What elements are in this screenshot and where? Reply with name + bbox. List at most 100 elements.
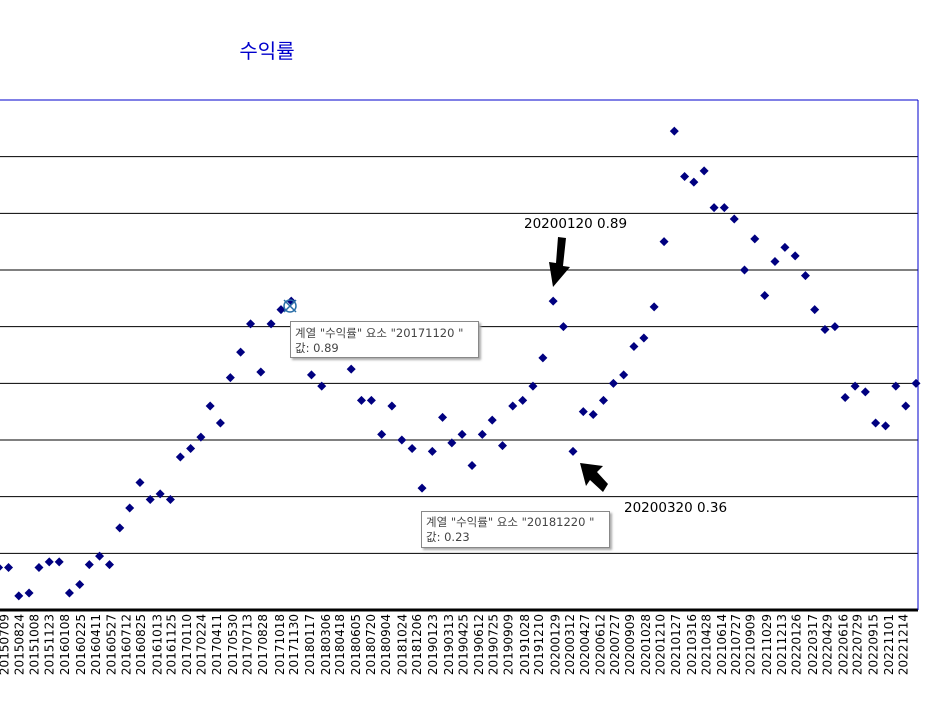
x-tick-label: 20210428 — [699, 614, 713, 675]
point — [346, 364, 356, 374]
x-tick-label: 20200909 — [623, 614, 637, 675]
point — [34, 563, 44, 572]
x-tick-label: 20210727 — [729, 614, 743, 675]
point — [659, 237, 669, 247]
point — [871, 418, 881, 428]
x-tick-label: 20200612 — [593, 614, 607, 675]
x-tick-label: 20220429 — [820, 614, 834, 675]
tooltip-line: 계열 "수익률" 요소 "20171120 " — [295, 326, 463, 340]
point — [276, 305, 286, 315]
x-tick-label: 20170224 — [195, 614, 209, 675]
point — [196, 432, 206, 442]
point — [165, 495, 175, 504]
x-tick-label: 20200427 — [578, 614, 592, 675]
point — [256, 367, 266, 377]
point — [95, 551, 105, 561]
x-tick-label: 20171130 — [287, 614, 301, 675]
x-tick-label: 20220317 — [806, 614, 820, 675]
x-tick-label: 20181024 — [396, 614, 410, 675]
x-tick-label: 20201210 — [653, 614, 667, 675]
point — [528, 381, 538, 391]
point — [669, 126, 679, 136]
point — [588, 410, 598, 419]
point — [800, 271, 810, 281]
x-tick-label: 20170411 — [210, 614, 224, 675]
x-tick-label: 20220915 — [866, 614, 880, 675]
point — [84, 560, 94, 570]
point — [236, 347, 246, 357]
point — [911, 378, 921, 388]
tooltip-line: 계열 "수익률" 요소 "20181220 " — [426, 515, 594, 529]
point — [558, 322, 568, 332]
point — [538, 353, 548, 363]
point — [629, 342, 639, 351]
point — [608, 378, 618, 388]
chart-title: 수익률 — [239, 39, 294, 63]
tooltip: 계열 "수익률" 요소 "20171120 " 값: 0.89 — [290, 321, 479, 358]
point — [619, 370, 629, 380]
x-tick-label: 20220616 — [836, 614, 850, 675]
x-tick-label: 20180605 — [349, 614, 363, 675]
point — [115, 523, 125, 533]
x-tick-label: 20161013 — [150, 614, 164, 675]
x-tick-label: 20180904 — [379, 614, 393, 675]
point — [790, 251, 800, 261]
point — [24, 588, 34, 598]
point — [639, 333, 649, 343]
x-tick-label: 20190123 — [426, 614, 440, 675]
annotation: 20200320 0.36 — [624, 500, 727, 516]
x-tick-label: 20220729 — [851, 614, 865, 675]
x-tick-label: 20181206 — [410, 614, 424, 675]
arrow — [580, 463, 608, 492]
point — [438, 412, 448, 422]
point — [387, 401, 397, 411]
point — [205, 401, 215, 411]
point — [64, 588, 74, 598]
x-tick-label: 20190313 — [442, 614, 456, 675]
point — [215, 418, 225, 428]
point — [881, 421, 891, 431]
point — [689, 177, 699, 187]
x-tick-label: 20180306 — [319, 614, 333, 675]
point — [830, 322, 840, 332]
point — [356, 395, 366, 405]
x-tick-label: 20150824 — [13, 614, 27, 675]
x-tick-label: 20170110 — [180, 614, 194, 675]
point — [487, 415, 497, 425]
annotation: 20200120 0.89 — [524, 216, 627, 232]
point — [891, 381, 901, 391]
point — [266, 319, 276, 329]
point — [417, 483, 427, 493]
x-tick-label: 20210127 — [669, 614, 683, 675]
point — [750, 234, 760, 244]
point — [366, 395, 376, 405]
point — [709, 203, 719, 213]
point — [105, 560, 115, 570]
point — [740, 265, 750, 275]
x-tick-label: 20170713 — [241, 614, 255, 675]
point — [125, 503, 135, 513]
point — [578, 407, 588, 417]
point — [75, 580, 85, 589]
point — [14, 591, 24, 601]
x-tick-label: 20210316 — [685, 614, 699, 675]
point — [729, 214, 739, 224]
x-tick-label: 20200727 — [608, 614, 622, 675]
x-tick-label: 20211029 — [760, 614, 774, 675]
tooltip-line: 값: 0.23 — [426, 530, 470, 544]
point — [649, 302, 659, 312]
point — [186, 444, 196, 453]
point — [719, 203, 729, 213]
point — [145, 495, 155, 504]
point — [780, 242, 790, 252]
x-tick-label: 20211213 — [775, 614, 789, 675]
x-tick-label: 20160225 — [74, 614, 88, 675]
point — [680, 172, 690, 181]
point — [457, 429, 467, 439]
point — [840, 393, 850, 402]
x-tick-label: 20221214 — [896, 614, 910, 675]
point — [175, 452, 185, 462]
x-tick-label: 20200129 — [549, 614, 563, 675]
point — [0, 564, 4, 571]
